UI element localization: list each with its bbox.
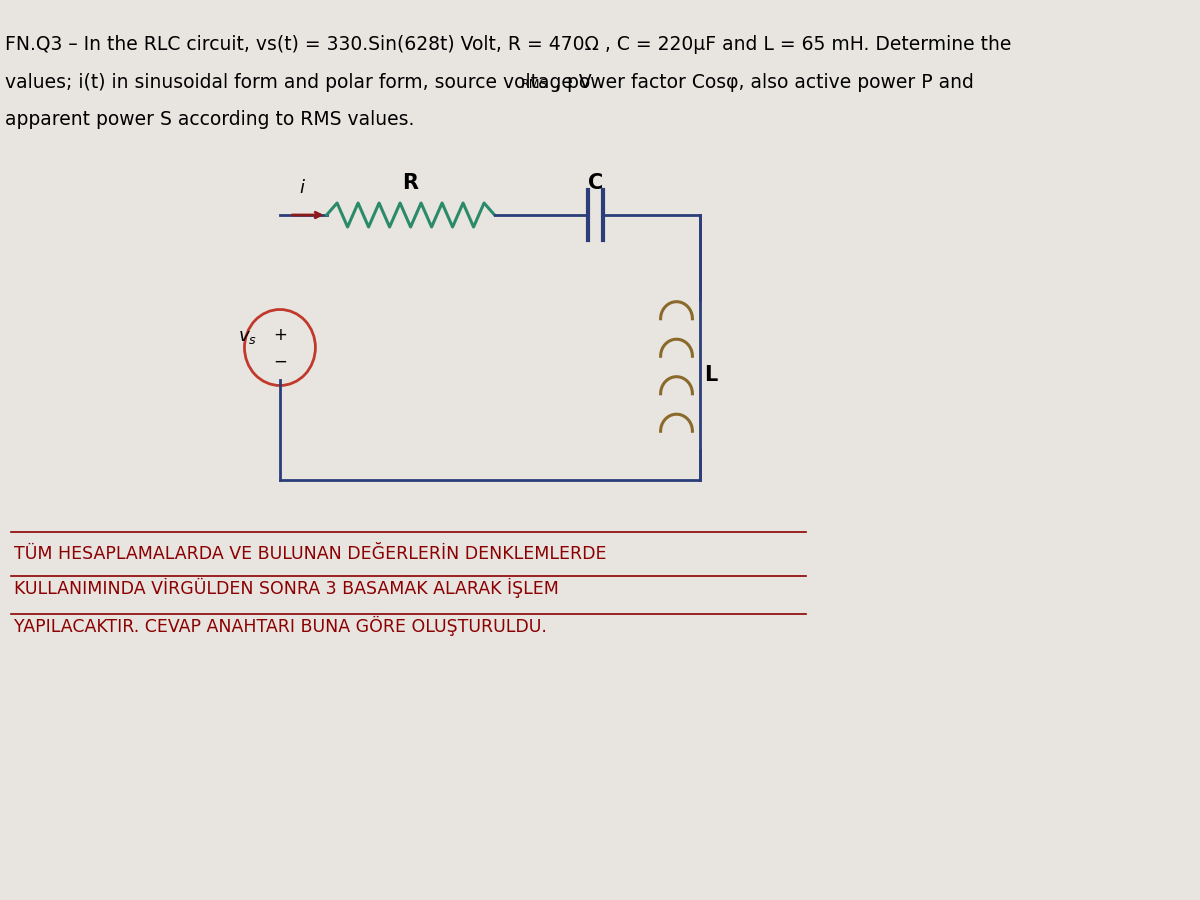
Text: −: −: [274, 353, 287, 371]
Text: +: +: [274, 327, 287, 345]
Text: $v_s$: $v_s$: [238, 328, 257, 346]
Text: C: C: [588, 173, 602, 193]
Text: L: L: [704, 365, 718, 385]
Text: YAPILACAKTIR. CEVAP ANAHTARI BUNA GÖRE OLUŞTURULDU.: YAPILACAKTIR. CEVAP ANAHTARI BUNA GÖRE O…: [14, 616, 547, 636]
Text: i: i: [299, 179, 304, 197]
Text: KULLANIMINDA VİRGÜLDEN SONRA 3 BASAMAK ALARAK İŞLEM: KULLANIMINDA VİRGÜLDEN SONRA 3 BASAMAK A…: [14, 578, 559, 599]
Text: values; i(t) in sinusoidal form and polar form, source voltage V: values; i(t) in sinusoidal form and pola…: [5, 73, 592, 92]
Text: RMS: RMS: [521, 78, 548, 91]
Text: apparent power S according to RMS values.: apparent power S according to RMS values…: [5, 110, 414, 129]
Text: TÜM HESAPLAMALARDA VE BULUNAN DEĞERLERİN DENKLEMLERDE: TÜM HESAPLAMALARDA VE BULUNAN DEĞERLERİN…: [14, 545, 606, 563]
Text: FN.Q3 – In the RLC circuit, vs(t) = 330.Sin(628t) Volt, R = 470Ω , C = 220μF and: FN.Q3 – In the RLC circuit, vs(t) = 330.…: [5, 35, 1012, 54]
Text: , power factor Cosφ, also active power P and: , power factor Cosφ, also active power P…: [556, 73, 974, 92]
Text: R: R: [402, 173, 419, 193]
